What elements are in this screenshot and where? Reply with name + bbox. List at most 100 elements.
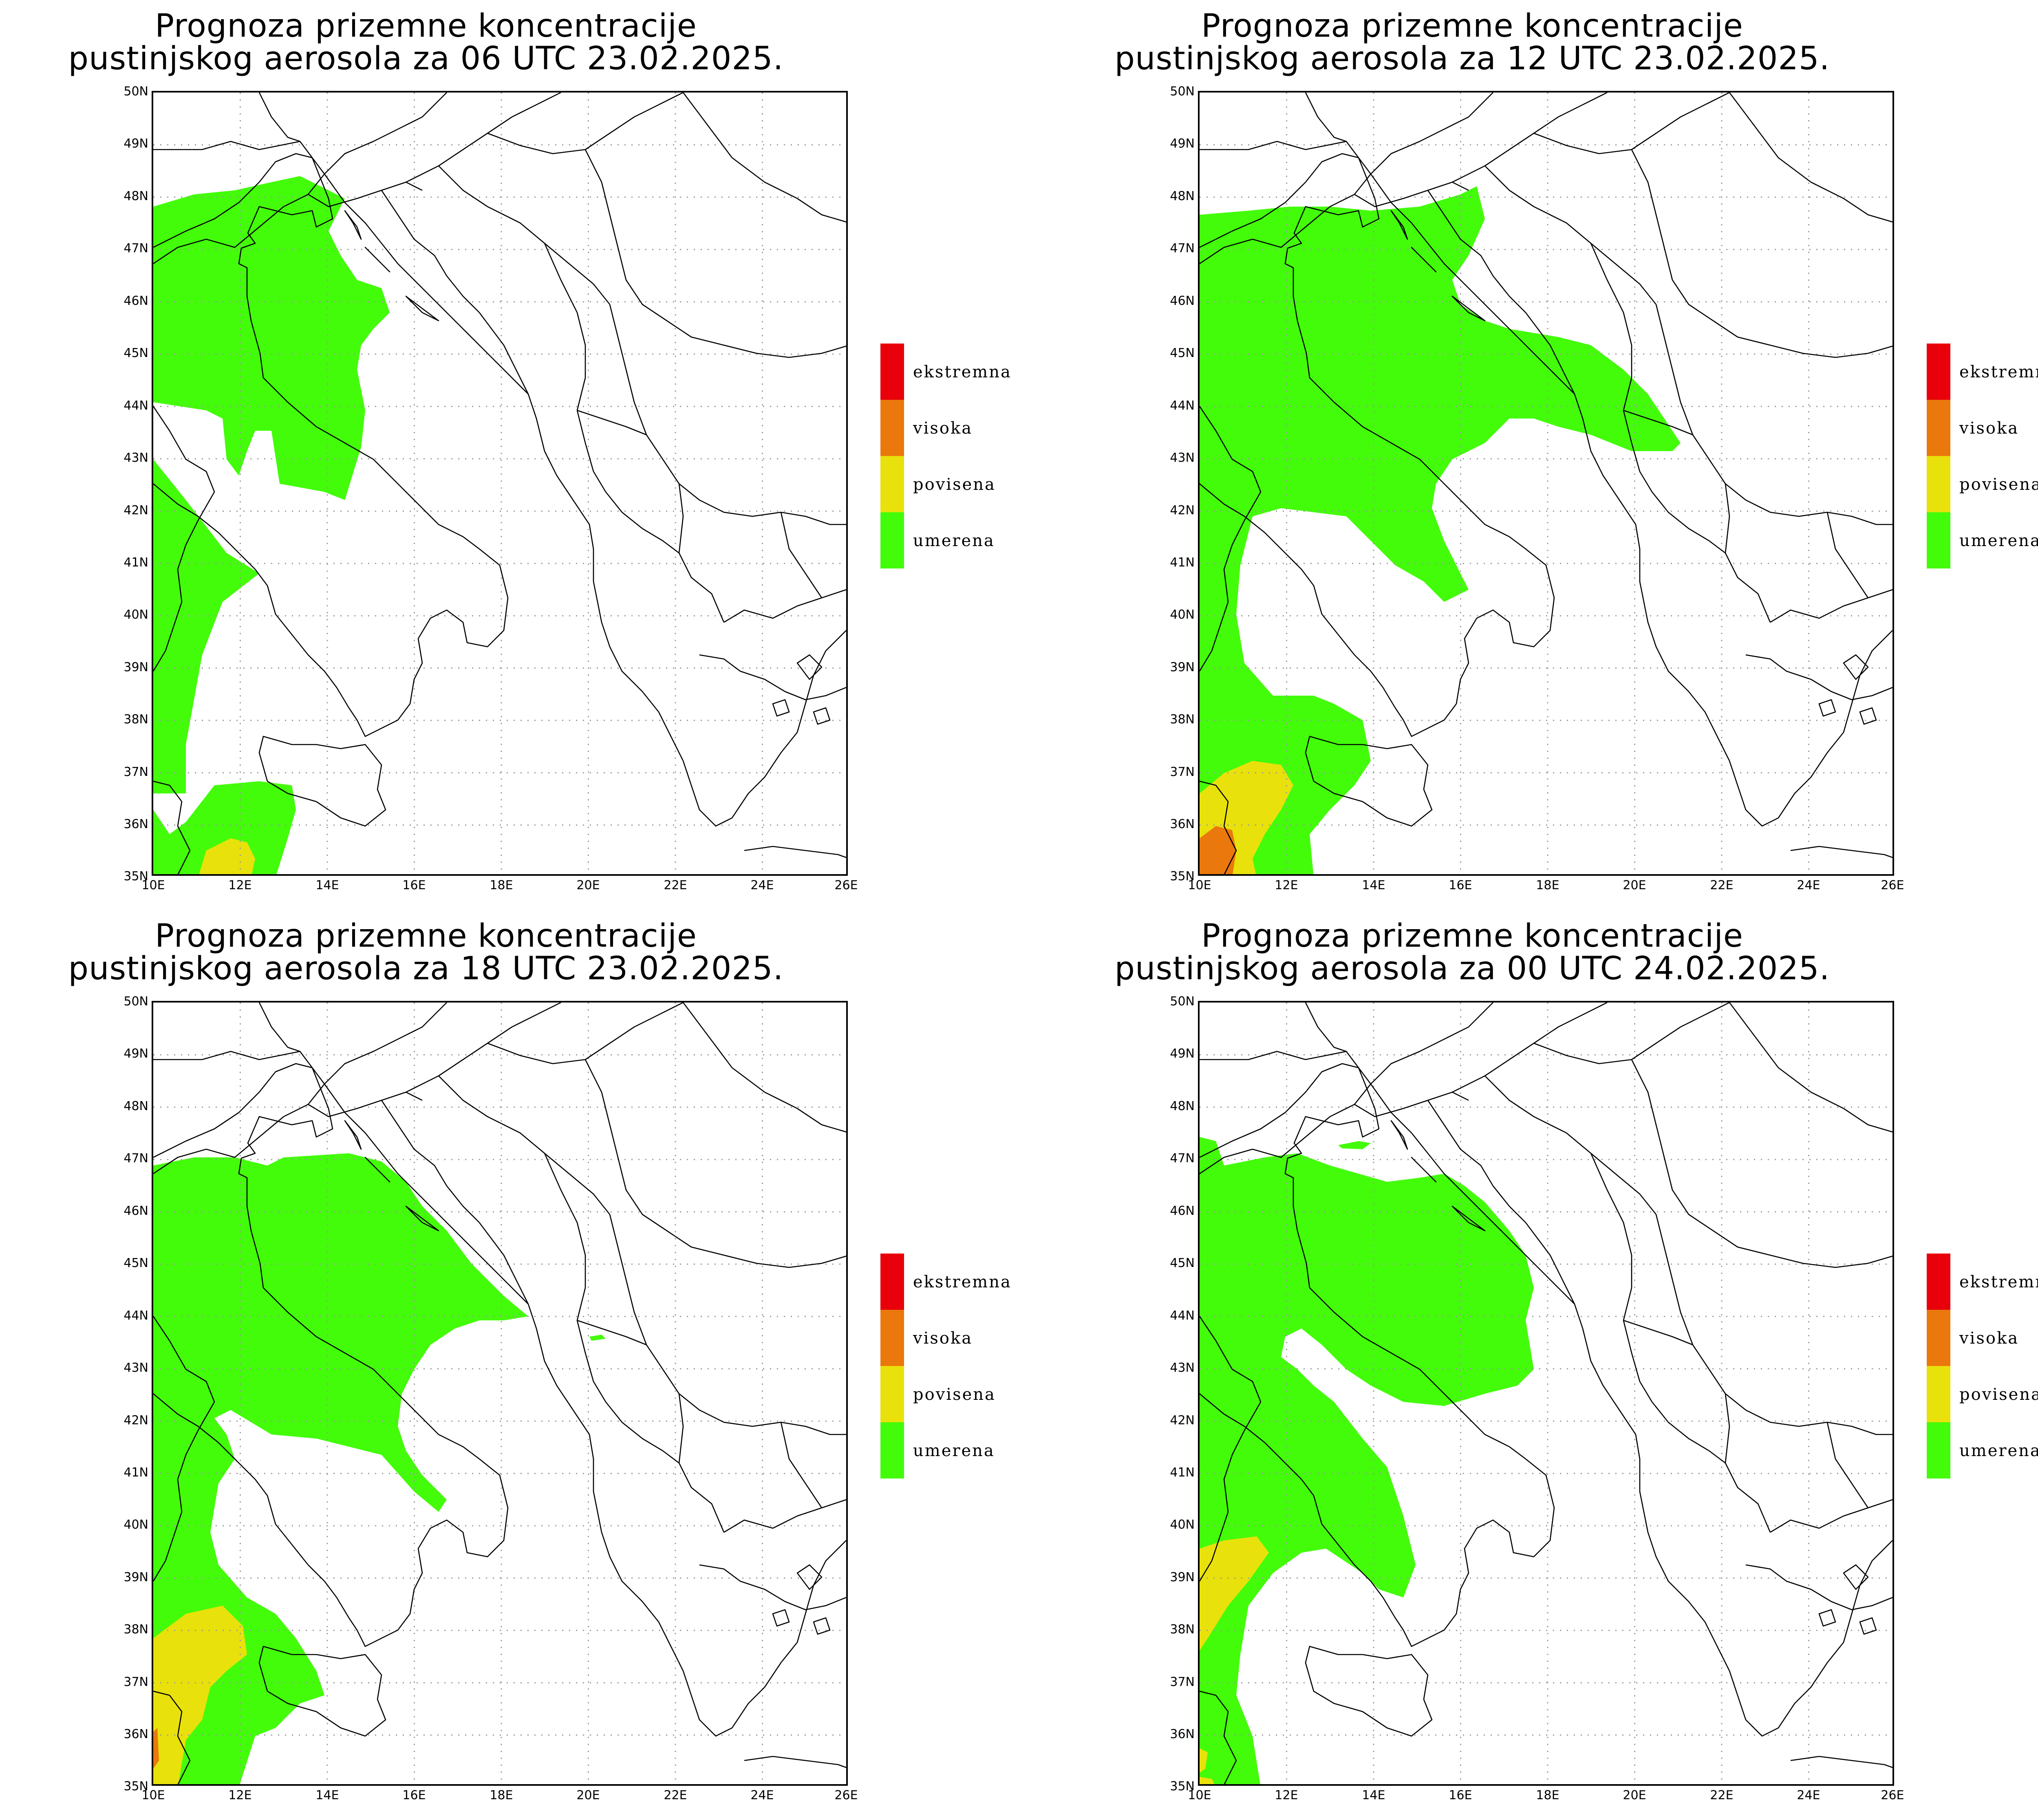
lat-label: 38N (124, 1622, 148, 1637)
lat-label: 37N (1170, 765, 1195, 779)
lon-label: 20E (1623, 1788, 1646, 1802)
legend-swatch (880, 1254, 904, 1310)
lon-label: 18E (1536, 878, 1559, 892)
lon-label: 12E (228, 878, 252, 892)
lat-label: 40N (124, 1518, 148, 1532)
lat-label: 45N (124, 1256, 148, 1270)
lon-label: 16E (402, 878, 426, 892)
dust-concentration-map[interactable] (1198, 91, 1894, 876)
lat-label: 46N (124, 294, 148, 308)
forecast-panel-18utc: Prognoza prizemne koncentracije pustinjs… (0, 910, 1046, 1820)
legend-label: umerena (1959, 531, 2038, 550)
lon-label: 14E (315, 878, 339, 892)
legend-swatch (880, 1310, 904, 1366)
lat-label: 35N (1170, 1779, 1195, 1794)
lat-label: 37N (124, 765, 148, 779)
lon-label: 12E (1275, 878, 1298, 892)
legend-label: ekstremna (1959, 363, 2038, 381)
lat-label: 39N (124, 1570, 148, 1584)
dust-area-umerena (153, 176, 390, 874)
lat-label: 46N (124, 1204, 148, 1218)
lat-label: 44N (124, 1309, 148, 1323)
lon-label: 22E (1710, 1788, 1734, 1802)
lat-label: 40N (124, 608, 148, 622)
lat-label: 40N (1170, 608, 1195, 622)
lat-label: 49N (124, 1047, 148, 1061)
lat-label: 37N (1170, 1675, 1195, 1689)
lon-label: 24E (1797, 878, 1820, 892)
dust-concentration-map[interactable] (1198, 1001, 1894, 1786)
lat-label: 36N (124, 1727, 148, 1741)
legend-label: visoka (1959, 1329, 2019, 1348)
lat-label: 50N (124, 84, 148, 99)
lat-label: 37N (124, 1675, 148, 1689)
legend-label: visoka (1959, 419, 2019, 438)
lat-label: 44N (1170, 1309, 1195, 1323)
lon-label: 18E (490, 878, 513, 892)
legend-swatch (880, 400, 904, 456)
legend-swatch (1927, 1254, 1950, 1310)
lat-label: 47N (124, 241, 148, 256)
lat-label: 35N (124, 1779, 148, 1794)
legend-label: povisena (1959, 475, 2038, 494)
lat-label: 41N (1170, 1465, 1195, 1480)
lat-label: 43N (124, 451, 148, 465)
lon-label: 10E (141, 1788, 165, 1802)
panel-title-line2: pustinjskog aerosola za 00 UTC 24.02.202… (1114, 950, 1830, 987)
lat-label: 39N (1170, 660, 1195, 674)
legend-swatch (1927, 512, 1950, 568)
lon-label: 14E (315, 1788, 339, 1802)
legend-swatch (880, 344, 904, 400)
lat-label: 47N (124, 1151, 148, 1166)
lat-label: 41N (1170, 555, 1195, 570)
lat-label: 48N (1170, 1099, 1195, 1113)
lat-label: 45N (1170, 346, 1195, 360)
legend-label: povisena (913, 475, 996, 494)
lon-label: 14E (1362, 878, 1385, 892)
dust-area-visoka (153, 1728, 159, 1769)
lon-label: 16E (402, 1788, 426, 1802)
lon-label: 22E (1710, 878, 1734, 892)
lon-label: 22E (664, 1788, 687, 1802)
lon-label: 24E (750, 1788, 774, 1802)
lat-label: 42N (124, 1413, 148, 1428)
lat-label: 38N (1170, 1622, 1195, 1637)
panel-title-line2: pustinjskog aerosola za 06 UTC 23.02.202… (68, 40, 784, 77)
lat-label: 42N (1170, 503, 1195, 518)
legend-label: visoka (913, 419, 973, 438)
lat-label: 36N (1170, 1727, 1195, 1741)
legend-swatch (880, 456, 904, 512)
dust-concentration-map[interactable] (152, 1001, 848, 1786)
lon-label: 16E (1449, 878, 1472, 892)
legend-swatch (1927, 344, 1950, 400)
lat-label: 38N (124, 712, 148, 727)
lon-label: 10E (141, 878, 165, 892)
lat-label: 40N (1170, 1518, 1195, 1532)
lon-label: 20E (576, 1788, 600, 1802)
lat-label: 49N (1170, 137, 1195, 151)
forecast-panel-06utc: Prognoza prizemne koncentracije pustinjs… (0, 0, 1046, 910)
lat-label: 43N (1170, 451, 1195, 465)
lat-label: 47N (1170, 241, 1195, 256)
lat-label: 50N (1170, 84, 1195, 99)
lat-label: 44N (124, 399, 148, 413)
lon-label: 20E (576, 878, 600, 892)
legend-swatch (880, 1366, 904, 1422)
legend-swatch (880, 512, 904, 568)
lat-label: 45N (1170, 1256, 1195, 1270)
lat-label: 49N (124, 137, 148, 151)
lon-label: 12E (228, 1788, 252, 1802)
dust-concentration-map[interactable] (152, 91, 848, 876)
legend-label: umerena (913, 1441, 995, 1460)
lon-label: 26E (834, 1788, 858, 1802)
lat-label: 35N (124, 869, 148, 884)
legend-label: visoka (913, 1329, 973, 1348)
dust-area-umerena (153, 1153, 606, 1784)
lat-label: 49N (1170, 1047, 1195, 1061)
lat-label: 50N (1170, 994, 1195, 1009)
legend-label: ekstremna (913, 1273, 1012, 1291)
lat-label: 41N (124, 1465, 148, 1480)
legend-swatch (1927, 1422, 1950, 1478)
forecast-panel-00utc: Prognoza prizemne koncentracije pustinjs… (1046, 910, 2038, 1820)
lat-label: 46N (1170, 1204, 1195, 1218)
